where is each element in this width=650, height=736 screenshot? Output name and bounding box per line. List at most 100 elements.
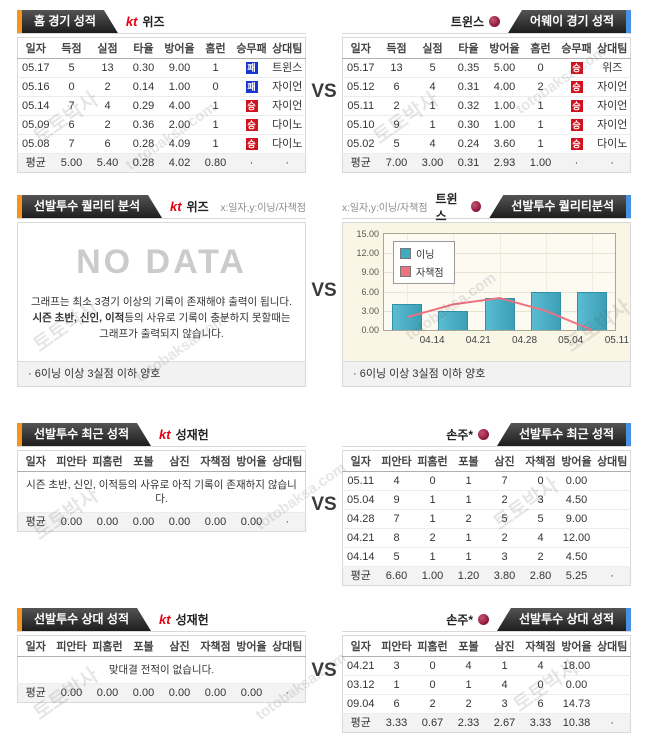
cell: ·	[269, 153, 306, 173]
cell: 7.00	[378, 153, 415, 173]
cell: 05.17	[342, 58, 379, 78]
column-header: 포볼	[125, 450, 162, 472]
section-versus-record: 선발투수 상대 성적 kt 성재헌 일자 피안타 피홈런 포볼 삼진 자책점 방어율 상대팀 맞…	[0, 608, 650, 733]
cell	[594, 656, 631, 676]
home-team-name: 위즈	[142, 15, 165, 29]
column-header: 피홈런	[89, 450, 126, 472]
cell: 1	[414, 96, 451, 116]
cell: 12.00	[558, 528, 595, 548]
cell: 0.00	[197, 512, 234, 532]
cell: 3	[486, 547, 523, 567]
column-header: 피안타	[53, 450, 90, 472]
cell: 0.00	[89, 683, 126, 703]
column-header: 상대팀	[594, 37, 631, 59]
axis-note: x:일자,y:이닝/자책점	[220, 203, 306, 214]
column-header: 득점	[53, 37, 90, 59]
cell: 평균	[342, 566, 379, 586]
cell: 승	[558, 96, 595, 116]
cell: ·	[594, 566, 631, 586]
cell: 1	[197, 96, 234, 116]
bar-04.14	[392, 304, 423, 330]
table-row: 05.17 5 13 0.30 9.00 1 패 트윈스	[17, 58, 306, 78]
quality-chart: 이닝 자책점 0.00 3.00 6.00 9.00 12.00 15.00 04.14 04…	[343, 223, 630, 361]
cell: 2	[414, 528, 451, 548]
cell: 4	[414, 77, 451, 97]
cell: 4.50	[558, 547, 595, 567]
chart-x-axis: 04.14 04.21 04.28 05.04 05.11	[383, 331, 629, 349]
column-header: 피홈런	[89, 635, 126, 657]
cell: 5	[378, 547, 415, 567]
cell: 4.00	[161, 96, 198, 116]
vs-label: VS	[311, 80, 337, 102]
cell: 05.02	[342, 134, 379, 154]
cell: 1	[486, 656, 523, 676]
cell: 승	[558, 134, 595, 154]
y-tick-label: 3.00	[361, 305, 379, 316]
cell: 0.29	[125, 96, 162, 116]
cell: 6.60	[378, 566, 415, 586]
cell: 0.67	[414, 713, 451, 733]
column-header: 포볼	[450, 635, 487, 657]
cell: 0	[414, 675, 451, 695]
chart-plot-area: 이닝 자책점 0.00 3.00 6.00 9.00 12.00 15.00	[356, 229, 616, 335]
versus-away-table: 일자 피안타 피홈런 포볼 삼진 자책점 방어율 상대팀 04.21 3 0 4 1 4 18.00 03.1…	[342, 635, 631, 733]
y-tick-label: 0.00	[361, 325, 379, 335]
legend-swatch	[400, 266, 411, 277]
cell: 1	[414, 547, 451, 567]
recent-away-tab: 선발투수 최근 성적	[497, 423, 631, 446]
cell	[594, 547, 631, 567]
no-data-text: 그래프는 최소 3경기 이상의 기록이 존재해야 출력이 됩니다. 시즌 초반,…	[31, 294, 292, 342]
quality-footnote: · 6이닝 이상 3실점 이하 양호	[343, 361, 630, 386]
cell: 05.09	[17, 115, 54, 135]
cell: 0.00	[53, 512, 90, 532]
cell: 0.35	[450, 58, 487, 78]
table-row: 05.11 4 0 1 7 0 0.00	[342, 471, 631, 491]
cell: 6	[378, 694, 415, 714]
column-header-row: 일자 득점 실점 타율 방어율 홈런 승무패 상대팀	[17, 37, 306, 59]
cell	[594, 509, 631, 529]
cell: 0.00	[161, 512, 198, 532]
column-header: 일자	[342, 37, 379, 59]
cell: 05.14	[17, 96, 54, 116]
cell: 18.00	[558, 656, 595, 676]
cell: 5	[414, 58, 451, 78]
cell: 4	[522, 656, 559, 676]
cell: 2	[450, 694, 487, 714]
recent-away-panel: 손주* 선발투수 최근 성적 일자 피안타 피홈런 포볼 삼진 자책점 방어율 상대팀 05.1…	[342, 423, 631, 586]
cell: 05.12	[342, 77, 379, 97]
column-header: 피안타	[378, 635, 415, 657]
vs-label: VS	[311, 493, 337, 515]
quality-away-team-label: 트윈스	[428, 192, 490, 223]
lose-badge: 패	[245, 62, 258, 74]
win-badge: 승	[570, 100, 583, 112]
cell: ·	[269, 683, 306, 703]
cell: 승	[233, 96, 270, 116]
win-badge: 승	[570, 62, 583, 74]
kt-logo: kt	[170, 199, 182, 214]
quality-home-team-name: 위즈	[186, 200, 209, 214]
cell: 평균	[342, 153, 379, 173]
cell: 4	[414, 134, 451, 154]
away-team-logo-icon	[478, 429, 489, 440]
cell: 2	[450, 509, 487, 529]
column-header: 피안타	[53, 635, 90, 657]
column-header: 일자	[17, 37, 54, 59]
cell: 0	[522, 471, 559, 491]
cell: 자이언	[594, 77, 631, 97]
cell: 1	[450, 675, 487, 695]
cell: 0.00	[53, 683, 90, 703]
cell: 9	[378, 490, 415, 510]
cell: 05.17	[17, 58, 54, 78]
column-header-row: 일자 피안타 피홈런 포볼 삼진 자책점 방어율 상대팀	[17, 635, 306, 657]
section-game-records: 홈 경기 성적 kt 위즈 일자 득점 실점 타율 방어율 홈런 승무패 상대팀 05.17 5 1…	[0, 10, 650, 173]
column-header: 방어율	[486, 37, 523, 59]
win-badge: 승	[245, 100, 258, 112]
column-header: 삼진	[486, 450, 523, 472]
no-data-line2-bold: 시즌 초반, 신인, 이적	[32, 311, 125, 324]
versus-home-player-label: kt 성재헌	[151, 608, 217, 631]
away-record-header: 트윈스 어웨이 경기 성적	[342, 10, 631, 34]
cell: 0.00	[197, 683, 234, 703]
cell: 0.36	[125, 115, 162, 135]
average-row: 평균 0.00 0.00 0.00 0.00 0.00 0.00 ·	[17, 512, 306, 532]
cell: 4	[522, 528, 559, 548]
